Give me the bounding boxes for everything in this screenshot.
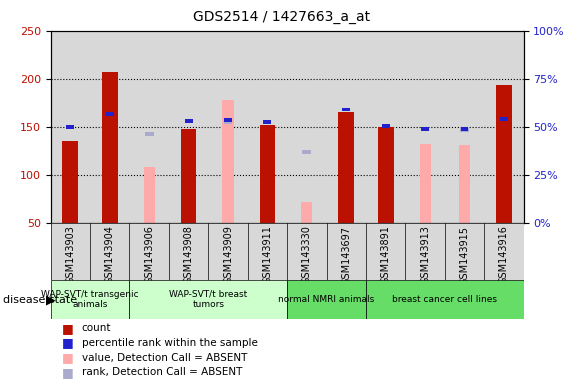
- Text: GSM143330: GSM143330: [302, 225, 312, 285]
- Text: ■: ■: [62, 366, 74, 379]
- Bar: [224, 118, 232, 122]
- Bar: [366, 280, 524, 319]
- Bar: [460, 127, 469, 131]
- Text: GSM143903: GSM143903: [65, 225, 75, 285]
- Bar: [327, 223, 366, 280]
- Bar: [129, 223, 169, 280]
- Bar: [248, 31, 287, 223]
- Text: GSM143904: GSM143904: [105, 225, 115, 285]
- Bar: [102, 72, 118, 223]
- Text: WAP-SVT/t transgenic
animals: WAP-SVT/t transgenic animals: [41, 290, 139, 309]
- Bar: [500, 117, 508, 121]
- Bar: [327, 31, 366, 223]
- Bar: [287, 31, 327, 223]
- Bar: [129, 280, 287, 319]
- Text: WAP-SVT/t breast
tumors: WAP-SVT/t breast tumors: [169, 290, 247, 309]
- Bar: [169, 31, 208, 223]
- Text: GSM143916: GSM143916: [499, 225, 509, 285]
- Text: GSM143908: GSM143908: [184, 225, 194, 285]
- Bar: [169, 223, 208, 280]
- Bar: [208, 223, 248, 280]
- Bar: [248, 223, 287, 280]
- Bar: [366, 31, 405, 223]
- Text: ■: ■: [62, 351, 74, 364]
- Bar: [421, 127, 429, 131]
- Text: value, Detection Call = ABSENT: value, Detection Call = ABSENT: [82, 353, 247, 362]
- Bar: [260, 125, 275, 223]
- Bar: [405, 223, 445, 280]
- Bar: [301, 202, 312, 223]
- Bar: [496, 86, 512, 223]
- Text: GDS2514 / 1427663_a_at: GDS2514 / 1427663_a_at: [193, 10, 370, 23]
- Text: GSM143891: GSM143891: [381, 225, 391, 285]
- Text: GSM143913: GSM143913: [420, 225, 430, 285]
- Bar: [382, 124, 390, 127]
- Text: GSM143915: GSM143915: [459, 225, 470, 285]
- Bar: [181, 129, 196, 223]
- Text: normal NMRI animals: normal NMRI animals: [279, 295, 374, 304]
- Bar: [144, 167, 155, 223]
- Bar: [366, 223, 405, 280]
- Bar: [51, 223, 90, 280]
- Bar: [484, 31, 524, 223]
- Bar: [484, 223, 524, 280]
- Text: GSM143909: GSM143909: [223, 225, 233, 285]
- Bar: [302, 150, 311, 154]
- Bar: [66, 125, 74, 129]
- Text: GSM143697: GSM143697: [341, 225, 351, 285]
- Text: rank, Detection Call = ABSENT: rank, Detection Call = ABSENT: [82, 367, 242, 377]
- Bar: [90, 31, 129, 223]
- Text: GSM143911: GSM143911: [262, 225, 272, 285]
- Bar: [145, 132, 154, 136]
- Bar: [342, 108, 350, 111]
- Bar: [459, 145, 470, 223]
- Text: ■: ■: [62, 322, 74, 335]
- Text: percentile rank within the sample: percentile rank within the sample: [82, 338, 257, 348]
- Text: breast cancer cell lines: breast cancer cell lines: [392, 295, 497, 304]
- Bar: [222, 100, 234, 223]
- Bar: [461, 127, 468, 131]
- Bar: [338, 113, 354, 223]
- Bar: [106, 113, 114, 116]
- Bar: [62, 141, 78, 223]
- Bar: [419, 144, 431, 223]
- Text: ▶: ▶: [46, 293, 56, 306]
- Text: GSM143906: GSM143906: [144, 225, 154, 285]
- Text: ■: ■: [62, 336, 74, 349]
- Bar: [287, 280, 366, 319]
- Bar: [287, 223, 327, 280]
- Bar: [224, 120, 233, 124]
- Bar: [378, 127, 394, 223]
- Bar: [405, 31, 445, 223]
- Bar: [185, 119, 193, 123]
- Bar: [445, 223, 484, 280]
- Bar: [445, 31, 484, 223]
- Text: disease state: disease state: [3, 295, 77, 305]
- Bar: [51, 280, 129, 319]
- Bar: [90, 223, 129, 280]
- Bar: [51, 31, 90, 223]
- Bar: [263, 120, 271, 124]
- Bar: [129, 31, 169, 223]
- Text: count: count: [82, 323, 111, 333]
- Bar: [208, 31, 248, 223]
